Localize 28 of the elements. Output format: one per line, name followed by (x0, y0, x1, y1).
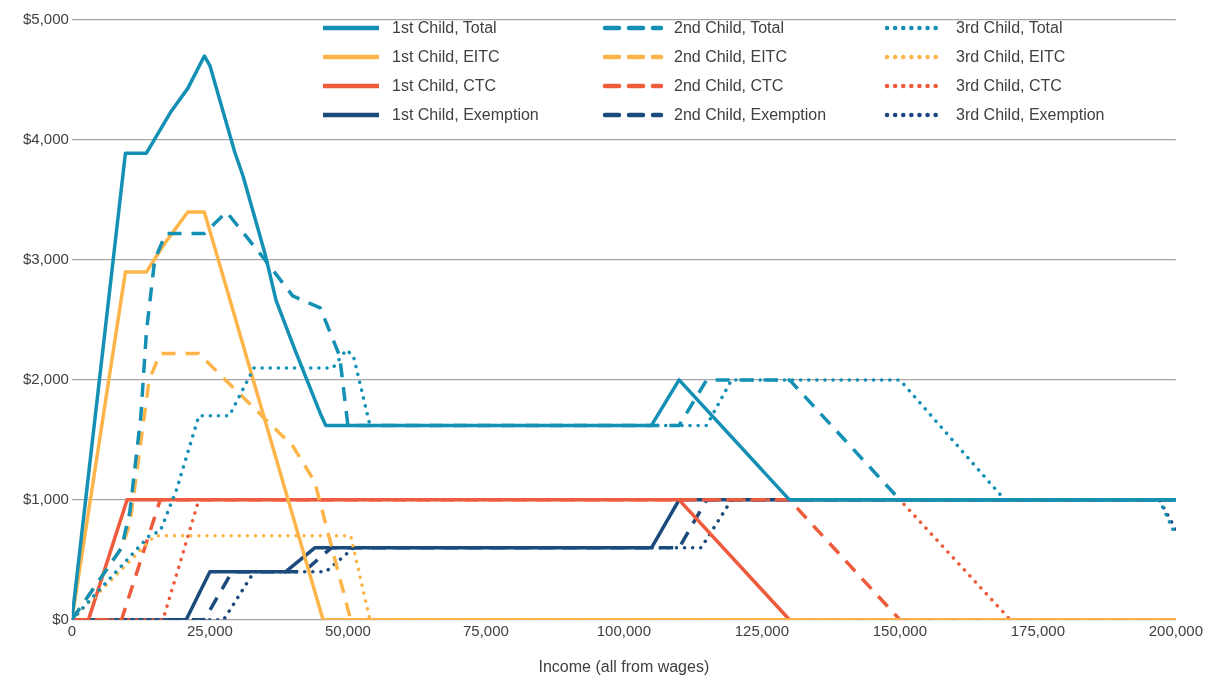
x-tick-label: 50,000 (324, 621, 371, 639)
x-tick-label: 150,000 (872, 621, 927, 639)
legend-label: 2nd Child, EITC (674, 47, 787, 66)
legend-label: 2nd Child, CTC (674, 76, 784, 95)
x-tick-label: 100,000 (596, 621, 651, 639)
legend-label: 2nd Child, Total (674, 18, 784, 37)
y-tick-label: $4,000 (22, 130, 69, 148)
y-tick-label: $0 (52, 609, 69, 627)
legend-label: 2nd Child, Exemption (674, 105, 827, 124)
x-axis-title: Income (all from wages) (538, 657, 710, 675)
y-tick-label: $2,000 (22, 370, 69, 388)
x-tick-label: 175,000 (1010, 621, 1066, 639)
legend-label: 1st Child, Exemption (392, 105, 539, 124)
legend-label: 1st Child, CTC (392, 76, 497, 95)
y-tick-label: $5,000 (22, 10, 69, 28)
y-tick-label: $1,000 (22, 489, 69, 507)
y-tick-label: $3,000 (22, 250, 69, 268)
legend-label: 3rd Child, CTC (956, 76, 1062, 95)
legend-label: 3rd Child, EITC (956, 47, 1066, 66)
x-tick-label: 200,000 (1148, 621, 1204, 639)
x-tick-label: 0 (67, 621, 77, 639)
x-tick-label: 125,000 (734, 621, 789, 639)
legend-label: 3rd Child, Total (956, 18, 1063, 37)
legend-label: 3rd Child, Exemption (956, 105, 1105, 124)
x-tick-label: 25,000 (186, 621, 233, 639)
x-tick-label: 75,000 (462, 621, 509, 639)
legend-label: 1st Child, EITC (392, 47, 500, 66)
legend-label: 1st Child, Total (392, 18, 497, 37)
